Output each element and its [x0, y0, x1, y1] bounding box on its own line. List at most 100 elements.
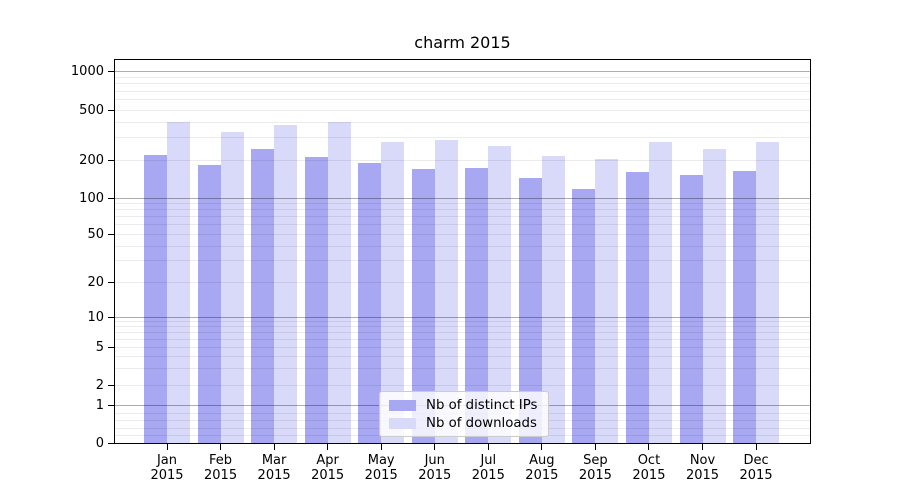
bar-downloads — [327, 122, 351, 443]
gridline-minor — [115, 326, 810, 328]
y-tick-label: 20 — [87, 274, 104, 290]
x-tick — [702, 444, 703, 450]
legend-label: Nb of distinct IPs — [426, 397, 538, 413]
x-tick-label: May 2015 — [364, 453, 398, 483]
x-tick — [594, 444, 596, 450]
bar-distinct-ips — [572, 189, 596, 443]
bar-distinct-ips — [625, 171, 649, 443]
gridline-minor — [115, 234, 810, 235]
gridline-minor — [115, 216, 810, 218]
x-tick — [648, 444, 650, 450]
bar-distinct-ips — [518, 177, 542, 443]
y-tick-label: 200 — [79, 152, 104, 168]
bar-downloads — [220, 131, 244, 443]
x-tick-label: Sep 2015 — [578, 453, 612, 483]
x-tick — [434, 444, 436, 450]
gridline-minor — [115, 338, 810, 340]
y-tick — [108, 442, 115, 444]
x-tick-label: Jun 2015 — [418, 453, 452, 483]
bar-downloads — [381, 142, 405, 443]
legend-item: Nb of downloads — [389, 416, 539, 431]
bar-distinct-ips — [733, 170, 757, 443]
bar-distinct-ips — [411, 168, 435, 443]
bar-distinct-ips — [251, 149, 275, 443]
bar-distinct-ips — [197, 164, 221, 443]
x-tick — [755, 444, 757, 450]
x-tick — [220, 444, 222, 450]
bar-distinct-ips — [144, 154, 167, 443]
gridline-major — [115, 197, 810, 199]
legend-swatch-downloads — [389, 417, 416, 429]
x-tick — [380, 444, 382, 450]
gridline-minor — [115, 209, 810, 211]
x-tick — [487, 444, 489, 450]
bar-distinct-ips — [679, 175, 703, 443]
y-tick-label: 0 — [95, 435, 104, 451]
gridline-minor — [115, 76, 810, 78]
bar-downloads — [167, 121, 190, 443]
x-tick-label: Jul 2015 — [471, 453, 505, 483]
bar-downloads — [488, 146, 512, 443]
bar-downloads — [756, 141, 780, 443]
chart-title: charm 2015 — [414, 33, 511, 52]
x-tick-label: Dec 2015 — [739, 453, 773, 483]
x-tick-label: Apr 2015 — [311, 453, 345, 483]
y-tick-label: 1 — [95, 398, 104, 413]
x-tick — [327, 444, 329, 450]
legend-label: Nb of downloads — [426, 415, 537, 431]
y-tick — [108, 71, 115, 72]
x-tick-label: Nov 2015 — [685, 453, 720, 483]
y-tick-label: 50 — [87, 227, 104, 242]
gridline-minor — [115, 368, 810, 370]
gridline-minor — [115, 159, 810, 161]
y-tick — [108, 405, 115, 406]
gridline-minor — [115, 385, 810, 386]
bar-distinct-ips — [465, 167, 489, 443]
y-tick — [108, 347, 115, 348]
x-tick-label: Feb 2015 — [204, 453, 238, 483]
x-tick-label: Mar 2015 — [257, 453, 291, 483]
gridline-minor — [115, 83, 810, 85]
bar-downloads — [541, 156, 565, 443]
legend-item: Nb of distinct IPs — [389, 398, 539, 413]
x-tick-label: Aug 2015 — [525, 453, 559, 483]
bar-downloads — [648, 141, 672, 443]
gridline-minor — [115, 332, 810, 334]
y-tick-label: 10 — [87, 309, 104, 325]
gridline-minor — [115, 109, 810, 111]
x-tick — [166, 444, 168, 450]
bar-distinct-ips — [304, 157, 328, 443]
y-tick — [108, 385, 115, 386]
gridline-minor — [115, 224, 810, 226]
gridline-minor — [115, 356, 810, 358]
y-tick-label: 500 — [79, 102, 104, 118]
y-tick-label: 100 — [79, 190, 104, 206]
gridline-minor — [115, 121, 810, 123]
y-tick-label: 2 — [95, 378, 104, 393]
bar-downloads — [434, 140, 458, 443]
gridline-minor — [115, 137, 810, 139]
y-tick-label: 1000 — [70, 64, 104, 79]
gridline-minor — [115, 281, 810, 283]
bar-distinct-ips — [358, 162, 382, 443]
y-tick — [108, 197, 115, 199]
x-tick — [273, 444, 275, 450]
gridline-minor — [115, 245, 810, 247]
gridline-major — [115, 71, 810, 72]
gridline-minor — [115, 203, 810, 205]
gridline-minor — [115, 321, 810, 323]
y-tick-label: 5 — [95, 340, 104, 355]
x-tick-label: Oct 2015 — [632, 453, 666, 483]
gridline-minor — [115, 90, 810, 92]
legend-swatch-distinct-ips — [389, 399, 416, 411]
bar-downloads — [702, 148, 726, 443]
gridline-minor — [115, 347, 810, 348]
y-tick — [108, 234, 115, 235]
gridline-minor — [115, 260, 810, 262]
x-tick-label: Jan 2015 — [150, 453, 184, 483]
x-tick — [541, 444, 543, 450]
y-tick — [108, 281, 115, 283]
gridline-minor — [115, 99, 810, 101]
gridline-major — [115, 316, 810, 318]
